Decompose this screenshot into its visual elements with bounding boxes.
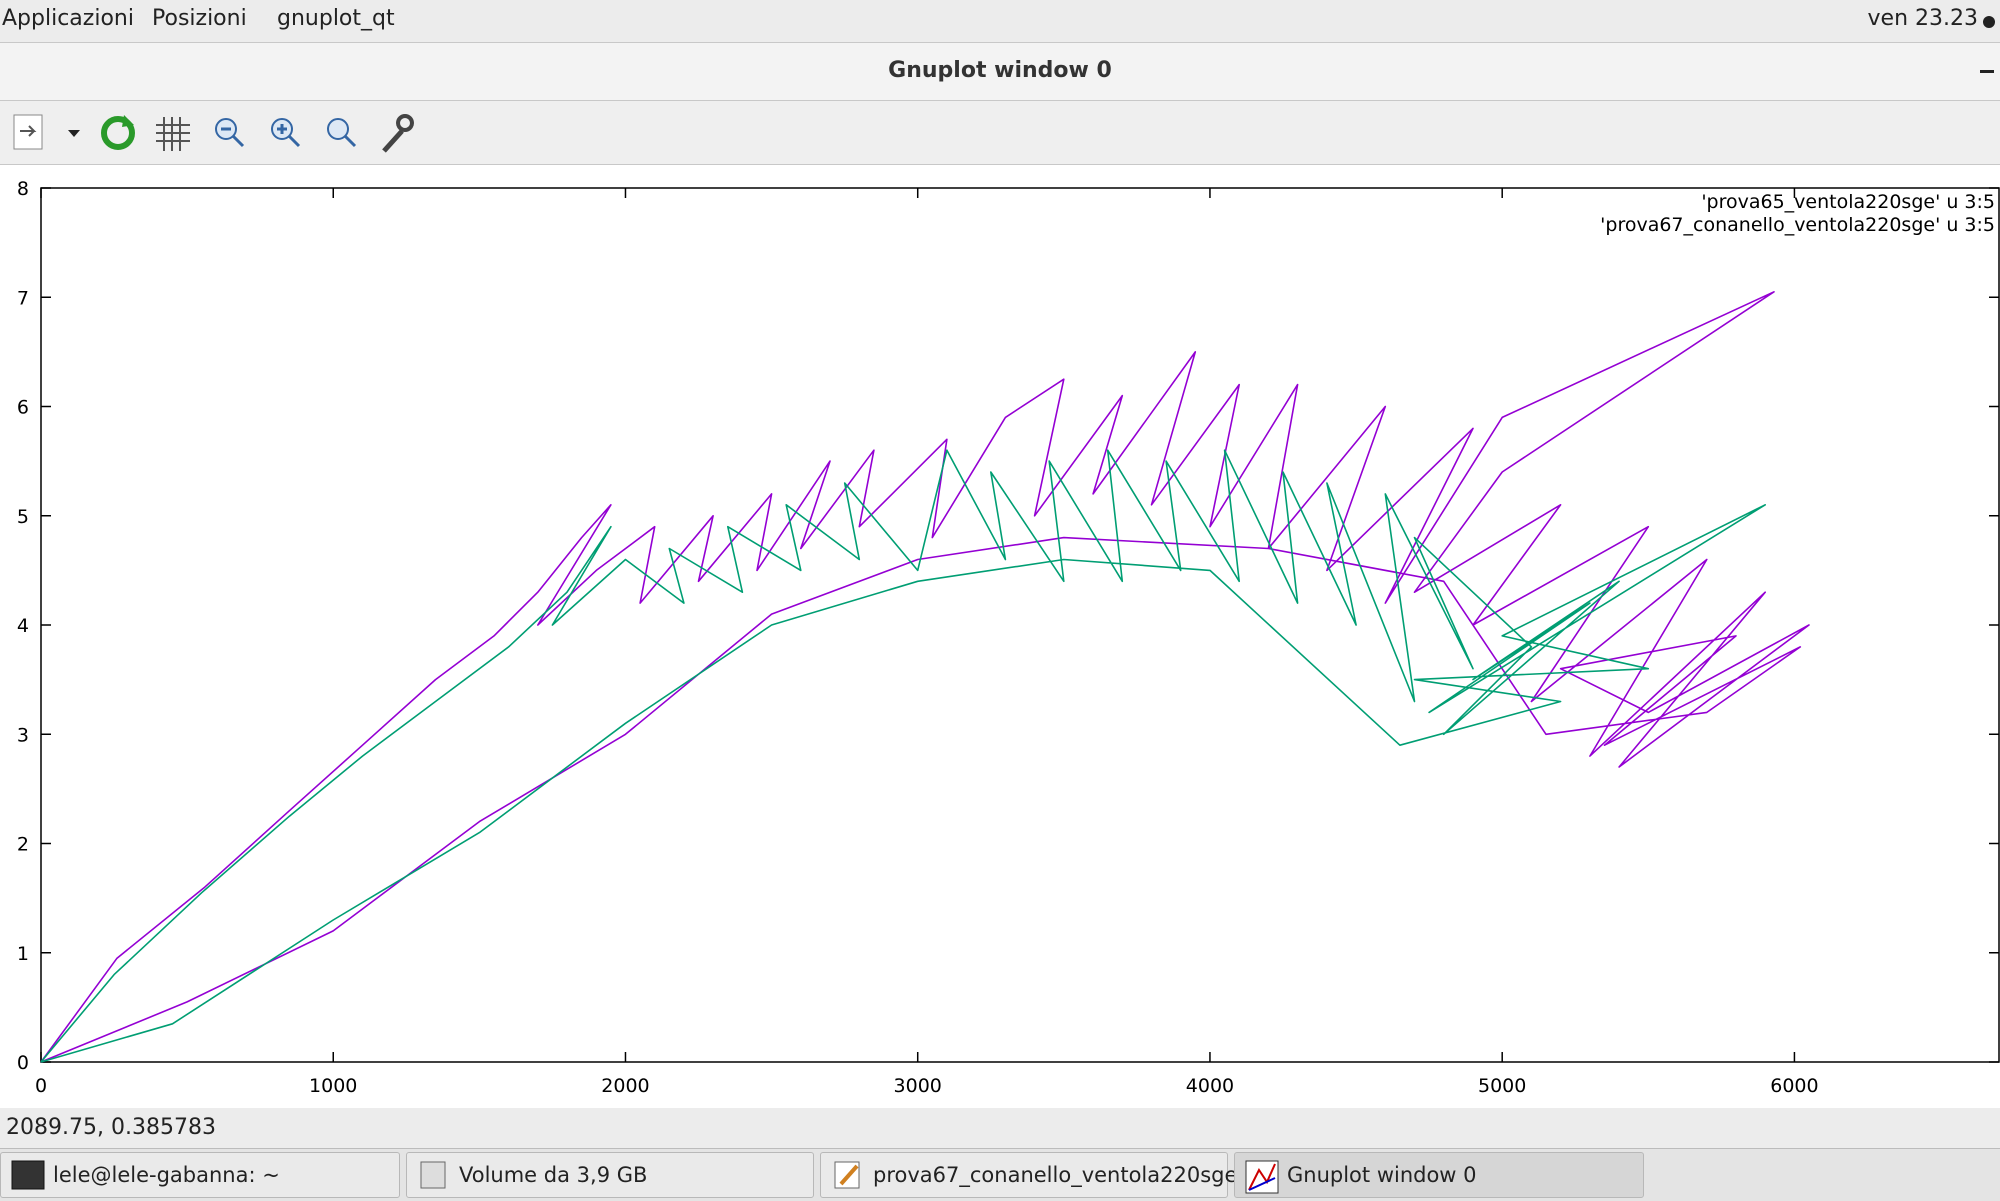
task-label: prova67_conanello_ventola220sge ... bbox=[873, 1163, 1265, 1187]
y-tick-label: 0 bbox=[17, 1052, 29, 1074]
x-tick-label: 1000 bbox=[309, 1075, 357, 1097]
y-tick-label: 6 bbox=[17, 397, 29, 419]
x-tick-label: 6000 bbox=[1770, 1075, 1818, 1097]
editor-icon bbox=[834, 1161, 860, 1189]
x-tick-label: 0 bbox=[35, 1075, 47, 1097]
status-bar: 2089.75, 0.385783 bbox=[0, 1108, 2000, 1148]
grid-button[interactable] bbox=[156, 117, 190, 151]
settings-button[interactable] bbox=[382, 114, 414, 153]
y-tick-label: 7 bbox=[17, 287, 29, 309]
task-terminal[interactable]: lele@lele-gabanna: ~ bbox=[0, 1152, 400, 1198]
x-tick-label: 4000 bbox=[1186, 1075, 1234, 1097]
zoom-in-button[interactable] bbox=[271, 118, 301, 148]
y-tick-label: 8 bbox=[17, 178, 29, 200]
task-label: lele@lele-gabanna: ~ bbox=[53, 1163, 280, 1187]
menu-applications[interactable]: Applicazioni bbox=[2, 6, 134, 31]
task-label: Volume da 3,9 GB bbox=[459, 1163, 648, 1187]
top-bar: Applicazioni Posizioni gnuplot_qt ven 23… bbox=[0, 0, 2000, 43]
y-tick-label: 1 bbox=[17, 943, 29, 965]
legend-entry: 'prova65_ventola220sge' u 3:5 bbox=[1701, 191, 1995, 213]
task-editor[interactable]: prova67_conanello_ventola220sge ... bbox=[820, 1152, 1264, 1198]
menu-places[interactable]: Posizioni bbox=[152, 6, 247, 31]
clock[interactable]: ven 23.23 bbox=[1867, 6, 1978, 31]
data-line bbox=[40, 449, 1766, 1063]
volume-icon bbox=[420, 1161, 446, 1189]
y-tick-label: 5 bbox=[17, 506, 29, 528]
gnuplot-icon bbox=[1245, 1160, 1279, 1194]
taskbar: lele@lele-gabanna: ~ Volume da 3,9 GB pr… bbox=[0, 1148, 2000, 1201]
plot-border bbox=[40, 187, 2000, 1063]
x-tick-label: 5000 bbox=[1478, 1075, 1526, 1097]
zoom-reset-button[interactable] bbox=[327, 118, 357, 148]
cursor-coordinates: 2089.75, 0.385783 bbox=[6, 1115, 216, 1140]
plot-area: 0 1 2 3 4 5 6 7 8 0 1000 2000 3000 4000 5000 6000 'prova… bbox=[17, 178, 2000, 1097]
toolbar bbox=[0, 101, 2000, 165]
minimize-button[interactable] bbox=[1978, 69, 1996, 75]
export-button[interactable] bbox=[13, 114, 80, 150]
toolbar-icons bbox=[13, 114, 414, 153]
data-line bbox=[40, 291, 1810, 1063]
y-tick-label: 3 bbox=[17, 724, 29, 746]
x-tick-label: 2000 bbox=[601, 1075, 649, 1097]
window-title: Gnuplot window 0 bbox=[888, 58, 1112, 83]
x-tick-label: 3000 bbox=[894, 1075, 942, 1097]
task-gnuplot[interactable]: Gnuplot window 0 bbox=[1234, 1152, 1644, 1198]
legend-entry: 'prova67_conanello_ventola220sge' u 3:5 bbox=[1600, 214, 1995, 236]
zoom-out-button[interactable] bbox=[215, 118, 245, 148]
y-tick-label: 4 bbox=[17, 615, 29, 637]
replot-button[interactable] bbox=[101, 115, 135, 150]
y-tick-label: 2 bbox=[17, 834, 29, 856]
terminal-icon bbox=[11, 1160, 45, 1190]
menu-app[interactable]: gnuplot_qt bbox=[277, 6, 395, 31]
task-volume[interactable]: Volume da 3,9 GB bbox=[406, 1152, 814, 1198]
task-label: Gnuplot window 0 bbox=[1287, 1163, 1477, 1187]
title-bar: Gnuplot window 0 bbox=[0, 43, 2000, 101]
status-dot bbox=[1983, 16, 1995, 28]
